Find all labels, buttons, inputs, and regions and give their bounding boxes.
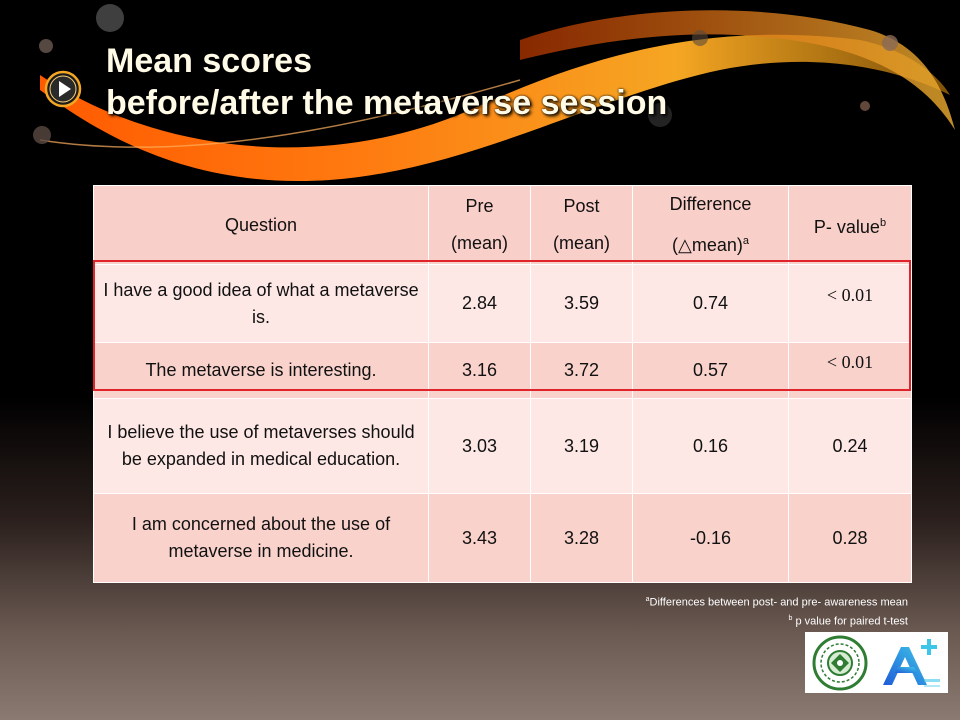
a-plus-logo	[883, 639, 940, 687]
header-difference: Difference (△mean)a	[632, 185, 789, 265]
header-pvalue: P- valueb	[788, 185, 912, 265]
pvalue-cell: 0.28	[788, 493, 912, 583]
pre-mean-cell: 3.16	[428, 342, 531, 399]
header-post-sub: (mean)	[552, 233, 610, 253]
play-icon	[44, 70, 82, 108]
bubble	[39, 39, 53, 53]
footnote-marker-b: b	[879, 216, 887, 229]
footnote-b-text: p value for paired t-test	[795, 615, 908, 628]
title-line-2: before/after the metaverse session	[106, 84, 668, 122]
header-difference-label: Difference	[669, 194, 752, 214]
table-row: The metaverse is interesting. 3.16 3.72 …	[93, 342, 912, 399]
table-header-row: Question Pre (mean) Post (mean) Differen…	[93, 185, 912, 265]
question-cell: The metaverse is interesting.	[93, 342, 429, 399]
pvalue-text: < 0.01	[826, 352, 874, 372]
bubble	[882, 35, 898, 51]
difference-cell: 0.74	[632, 264, 789, 343]
logo-panel	[805, 632, 948, 693]
post-mean-cell: 3.19	[530, 398, 633, 494]
footnote-a-text: Differences between post- and pre- aware…	[649, 596, 908, 609]
pvalue-cell: 0.24	[788, 398, 912, 494]
header-pre: Pre (mean)	[428, 185, 531, 265]
pre-mean-cell: 3.43	[428, 493, 531, 583]
footnote-b: b p value for paired t-test	[646, 611, 908, 630]
header-pre-label: Pre	[465, 196, 494, 216]
table-row: I am concerned about the use of metavers…	[93, 493, 912, 583]
footnote-marker-a: a	[742, 235, 749, 247]
question-cell: I believe the use of metaverses should b…	[93, 398, 429, 494]
title-line-1: Mean scores	[106, 42, 312, 80]
question-cell: I am concerned about the use of metavers…	[93, 493, 429, 583]
bubble	[648, 103, 672, 127]
bubble	[860, 101, 870, 111]
pre-mean-cell: 2.84	[428, 264, 531, 343]
orange-swoosh	[40, 34, 950, 182]
header-pre-sub: (mean)	[450, 233, 508, 253]
university-seal-logo	[812, 635, 868, 691]
background-decoration	[33, 4, 955, 182]
table-row: I have a good idea of what a metaverse i…	[93, 264, 912, 343]
bubble	[692, 30, 708, 46]
pvalue-text: < 0.01	[826, 285, 874, 305]
pvalue-cell: < 0.01	[788, 342, 912, 399]
header-question: Question	[93, 185, 429, 265]
footnote-b-mark: b	[788, 614, 793, 622]
footnote-a: aDifferences between post- and pre- awar…	[646, 592, 908, 611]
header-post: Post (mean)	[530, 185, 633, 265]
page-title: Mean scores before/after the metaverse s…	[106, 40, 667, 124]
pre-mean-cell: 3.03	[428, 398, 531, 494]
pvalue-cell: < 0.01	[788, 264, 912, 343]
header-pvalue-label: P- value	[813, 216, 880, 237]
header-post-label: Post	[563, 196, 600, 216]
footnotes: aDifferences between post- and pre- awar…	[646, 592, 908, 629]
footnote-a-mark: a	[645, 596, 650, 603]
header-difference-mean: (△mean)	[672, 235, 743, 255]
post-mean-cell: 3.59	[530, 264, 633, 343]
header-difference-sub: (△mean)a	[641, 223, 780, 264]
scores-table: Question Pre (mean) Post (mean) Differen…	[93, 185, 912, 583]
bubble	[96, 4, 124, 32]
question-cell: I have a good idea of what a metaverse i…	[93, 264, 429, 343]
gold-swoosh	[520, 10, 955, 130]
post-mean-cell: 3.72	[530, 342, 633, 399]
difference-cell: -0.16	[632, 493, 789, 583]
difference-cell: 0.16	[632, 398, 789, 494]
bubble	[33, 126, 51, 144]
table-row: I believe the use of metaverses should b…	[93, 398, 912, 494]
difference-cell: 0.57	[632, 342, 789, 399]
post-mean-cell: 3.28	[530, 493, 633, 583]
